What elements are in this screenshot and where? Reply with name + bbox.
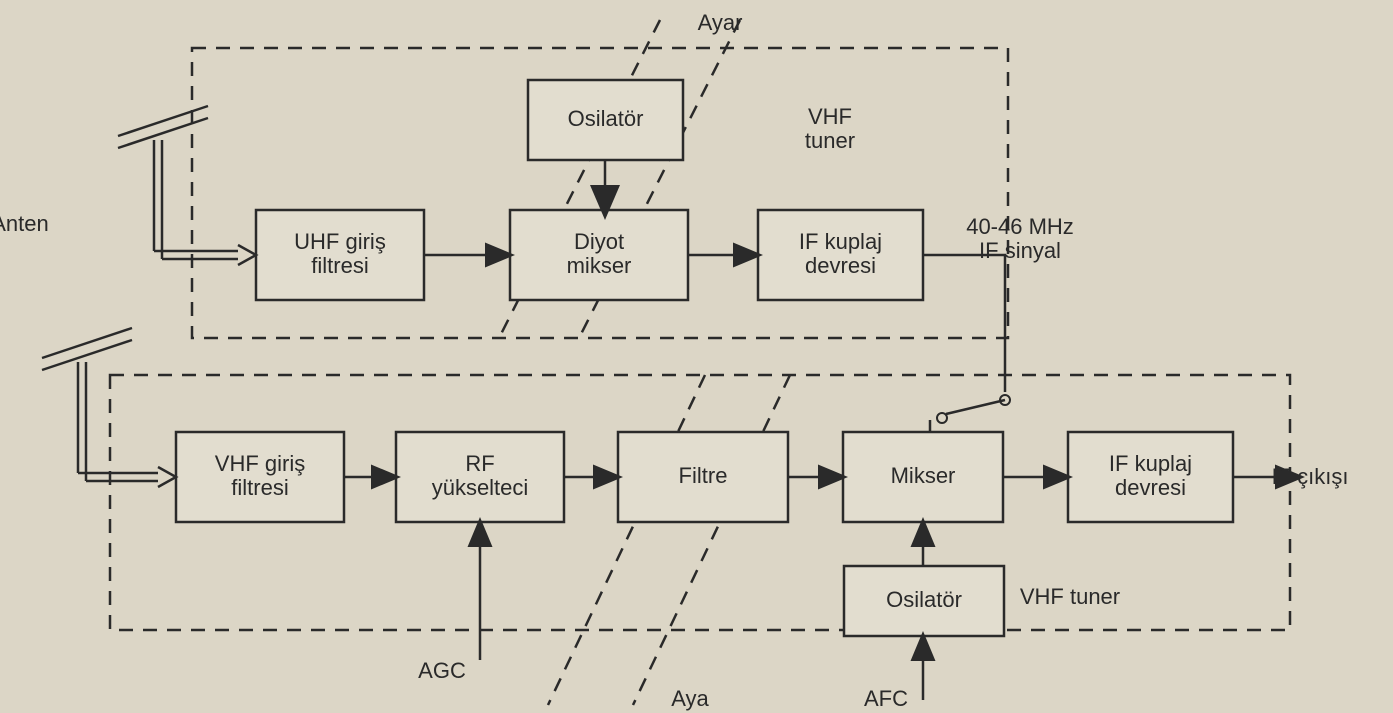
svg-text:Anten: Anten [0, 211, 49, 236]
svg-text:IF kuplaj: IF kuplaj [1109, 451, 1192, 476]
svg-text:VHF tuner: VHF tuner [1020, 584, 1120, 609]
svg-text:filtresi: filtresi [311, 253, 368, 278]
svg-text:AFC: AFC [864, 686, 908, 711]
svg-text:RF: RF [465, 451, 494, 476]
svg-text:IF sinyal: IF sinyal [979, 238, 1061, 263]
svg-text:40-46 MHz: 40-46 MHz [966, 214, 1074, 239]
svg-text:yükselteci: yükselteci [432, 475, 529, 500]
svg-text:IF çıkışı: IF çıkışı [1272, 464, 1349, 489]
svg-text:IF kuplaj: IF kuplaj [799, 229, 882, 254]
svg-text:devresi: devresi [805, 253, 876, 278]
svg-text:Diyot: Diyot [574, 229, 624, 254]
svg-text:Osilatör: Osilatör [886, 587, 962, 612]
svg-text:Aya: Aya [671, 686, 709, 711]
svg-text:Ayar: Ayar [698, 10, 743, 35]
svg-text:Osilatör: Osilatör [568, 106, 644, 131]
svg-text:mikser: mikser [567, 253, 632, 278]
svg-text:VHF giriş: VHF giriş [215, 451, 305, 476]
svg-text:Filtre: Filtre [679, 463, 728, 488]
svg-text:AGC: AGC [418, 658, 466, 683]
svg-text:Mikser: Mikser [891, 463, 956, 488]
svg-text:tuner: tuner [805, 128, 855, 153]
svg-text:filtresi: filtresi [231, 475, 288, 500]
svg-text:VHF: VHF [808, 104, 852, 129]
svg-text:devresi: devresi [1115, 475, 1186, 500]
block-diagram: UHF girişfiltresiOsilatörDiyotmikserIF k… [0, 0, 1393, 713]
svg-text:UHF giriş: UHF giriş [294, 229, 386, 254]
